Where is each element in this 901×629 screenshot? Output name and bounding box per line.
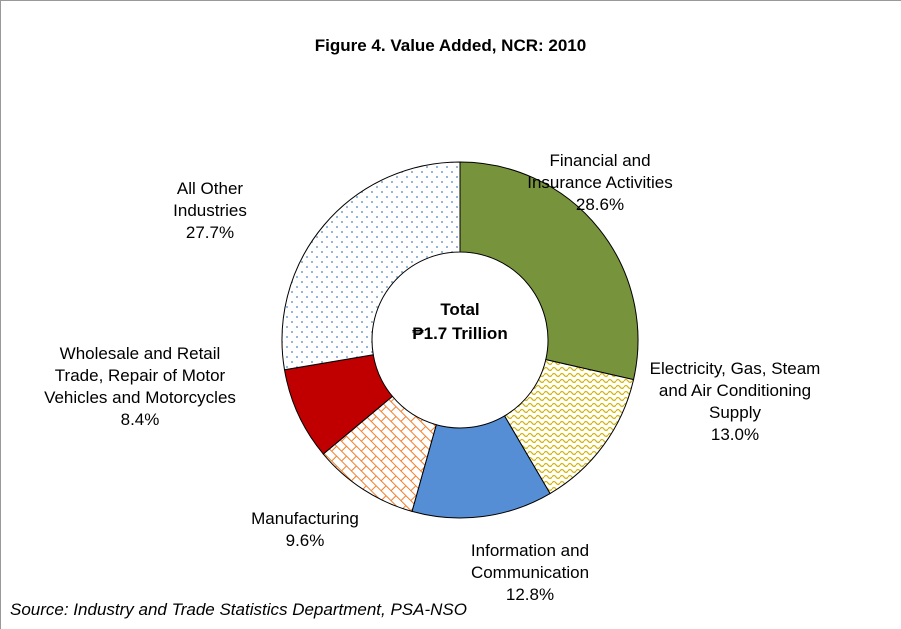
category-label: Wholesale and Retail Trade, Repair of Mo…: [44, 344, 236, 407]
value-label: 12.8%: [505, 585, 555, 604]
value-label: 8.4%: [120, 410, 160, 429]
category-label: Manufacturing: [251, 509, 359, 528]
value-label: 27.7%: [185, 223, 235, 242]
donut-slice: [281, 161, 461, 371]
value-label: 9.6%: [285, 531, 325, 550]
slice-label: Information and Communication 12.8%: [430, 540, 630, 606]
category-label: Electricity, Gas, Steam and Air Conditio…: [649, 359, 821, 422]
source: Source: Industry and Trade Statistics De…: [10, 600, 467, 619]
center-line: ₱1.7 Trillion: [412, 324, 508, 343]
slice-label: Manufacturing 9.6%: [230, 508, 380, 552]
chart-title: Figure 4. Value Added, NCR: 2010: [314, 36, 587, 55]
slice-label: Wholesale and Retail Trade, Repair of Mo…: [40, 343, 240, 431]
category-label: Financial and Insurance Activities: [527, 151, 673, 192]
slice-label: Financial and Insurance Activities 28.6%: [515, 150, 685, 216]
slice-label: All Other Industries 27.7%: [145, 178, 275, 244]
center-label: Total ₱1.7 Trillion: [380, 298, 540, 346]
category-label: Information and Communication: [470, 541, 590, 582]
center-line: Total: [440, 300, 480, 319]
slice-label: Electricity, Gas, Steam and Air Conditio…: [645, 358, 825, 446]
donut-slice: [459, 161, 639, 381]
value-label: 13.0%: [710, 425, 760, 444]
category-label: All Other Industries: [173, 179, 247, 220]
value-label: 28.6%: [575, 195, 625, 214]
